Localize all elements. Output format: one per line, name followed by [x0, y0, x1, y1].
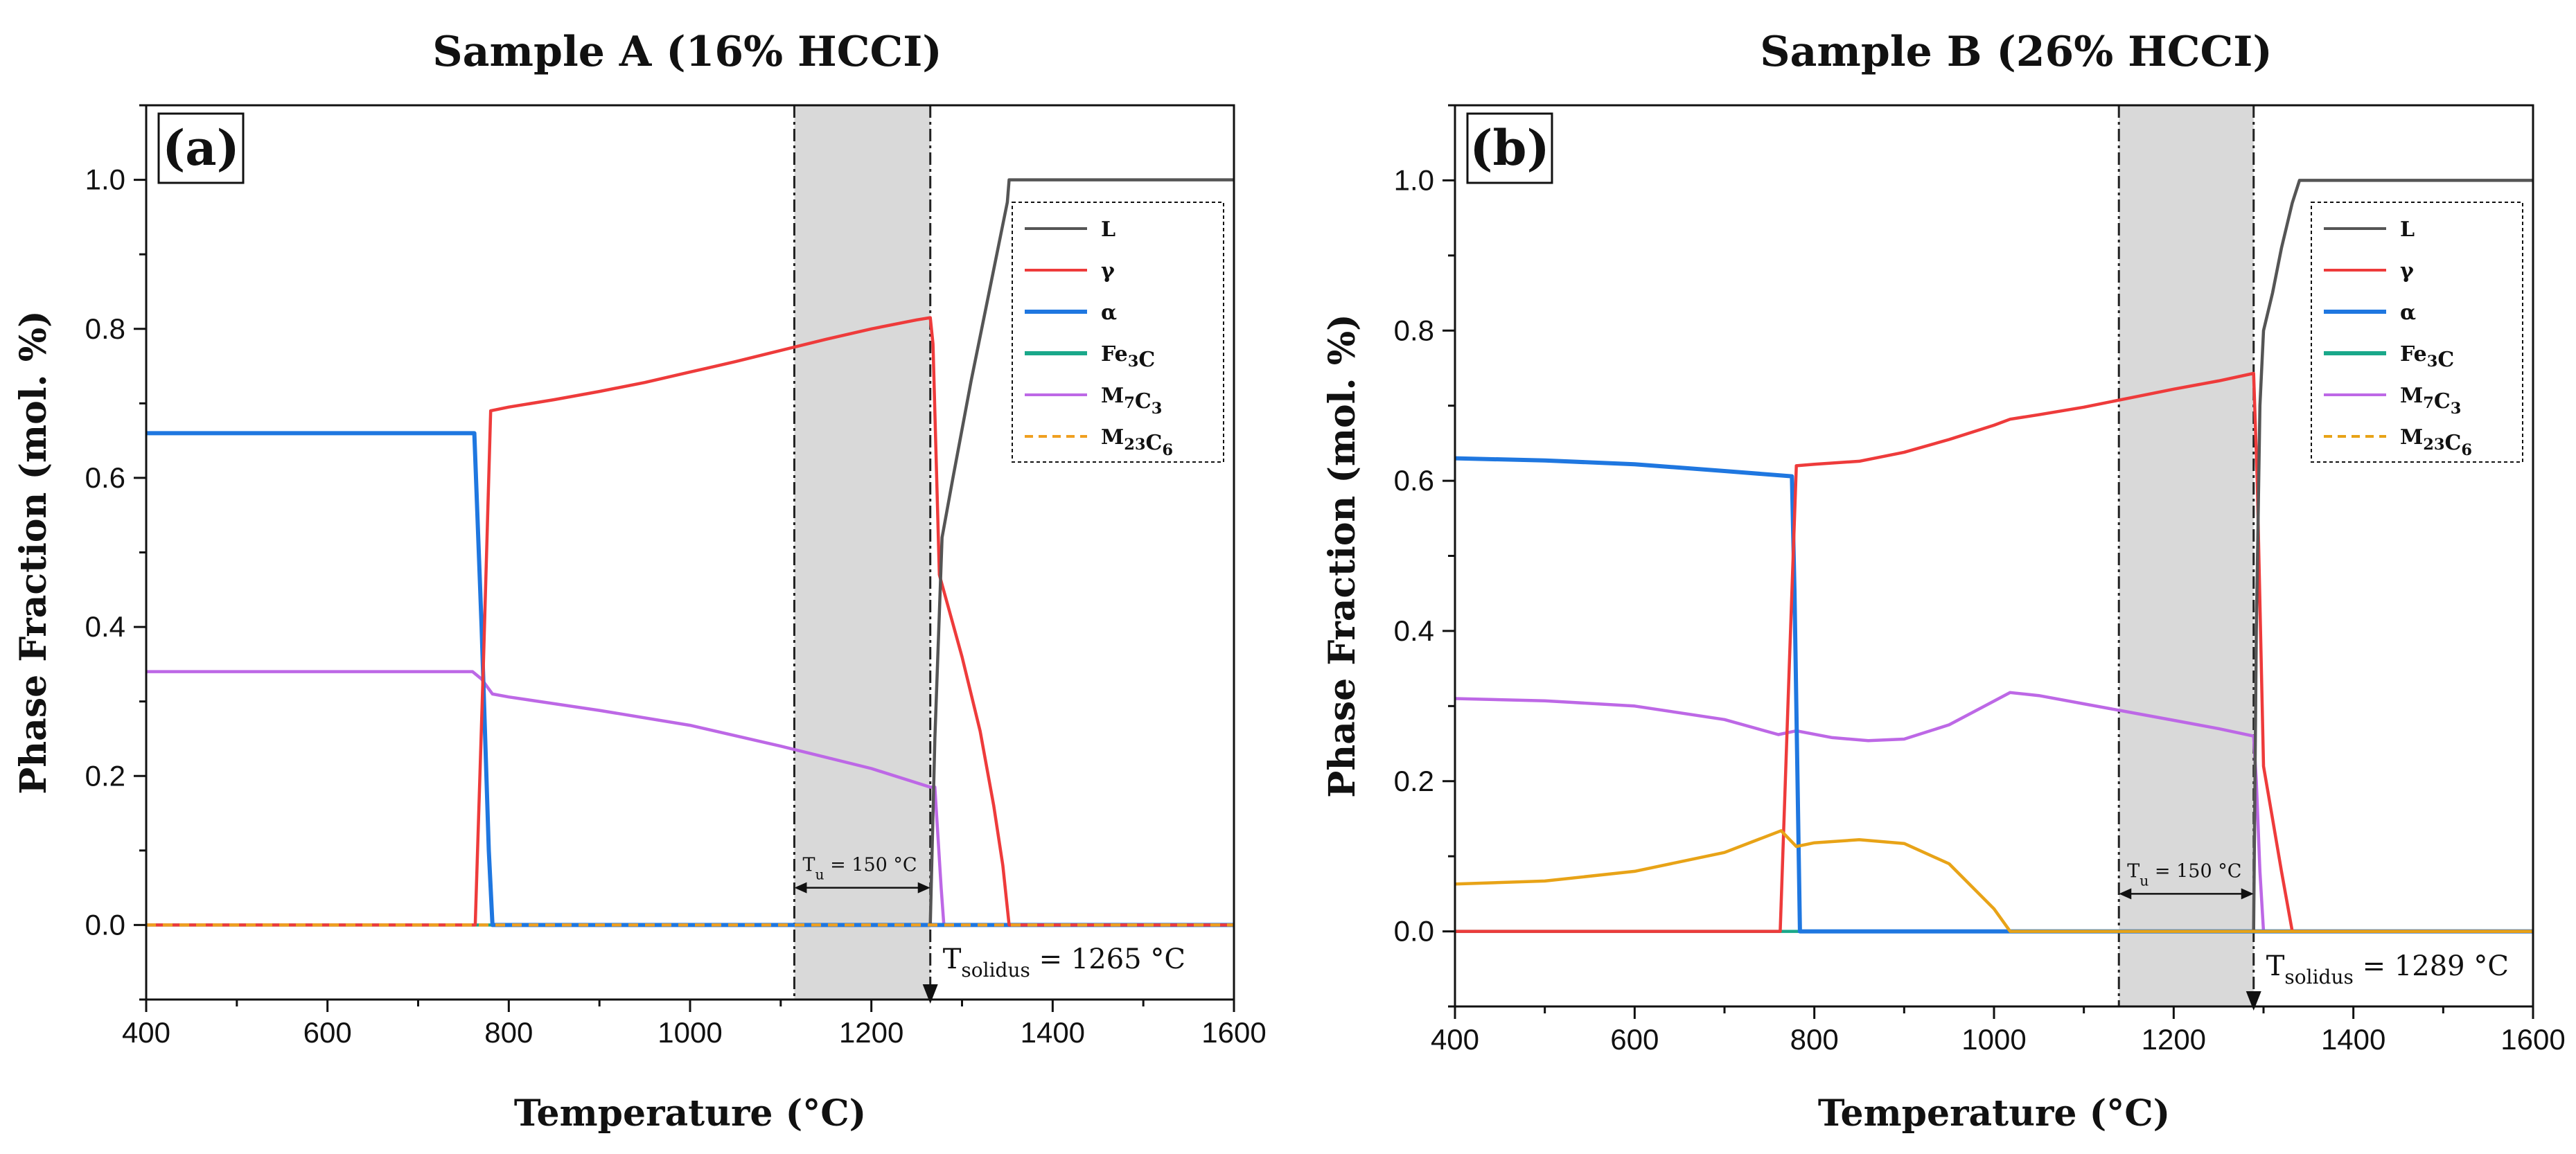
- chart-title: Sample A (16% HCCI): [432, 28, 942, 76]
- x-tick-label: 1600: [1201, 1016, 1266, 1049]
- legend-label: M7C3: [1101, 384, 1162, 418]
- y-tick-label: 0.8: [85, 312, 125, 345]
- legend-label: M7C3: [2400, 384, 2461, 418]
- x-tick-label: 1200: [839, 1016, 903, 1049]
- series-line-l: [928, 178, 1234, 925]
- panel-label-box: [1466, 112, 1553, 184]
- legend-label: L: [2400, 218, 2415, 242]
- range-arrow-head-right: [917, 882, 930, 894]
- x-tick-label: 1400: [1021, 1016, 1085, 1049]
- panel-label: (b): [1470, 119, 1549, 177]
- series-line-m7c3: [146, 670, 1234, 927]
- x-axis-label: Temperature (°C): [1818, 1092, 2170, 1135]
- legend: Lγα Fe3C M7C3 M23C6: [2311, 202, 2523, 463]
- series-line-α: [146, 431, 1234, 927]
- solidus-arrow: [922, 984, 938, 1004]
- panel-label: (a): [162, 119, 240, 177]
- legend-label: Fe3C: [1101, 342, 1155, 372]
- series-line-l: [2252, 179, 2533, 932]
- legend-box: [2311, 202, 2523, 463]
- solidus-arrow: [2246, 991, 2261, 1011]
- chart-panel-b: Sample B (26% HCCI) 400 600 800 1000 1200 1400…: [1321, 28, 2566, 1135]
- range-annotation-label: Tu = 150 °C: [802, 855, 917, 883]
- range-arrow-head-left: [2119, 888, 2132, 900]
- series-line-γ: [1455, 371, 2533, 933]
- x-tick-label: 600: [1610, 1023, 1659, 1056]
- series-line-m7c3: [1455, 691, 2533, 933]
- legend-label: α: [2400, 301, 2416, 325]
- series-group: [1455, 179, 2533, 934]
- legend-label: Fe3C: [2400, 342, 2454, 372]
- y-tick-label: 0.4: [85, 610, 125, 643]
- legend-box: [1012, 202, 1224, 463]
- legend-label: M23C6: [2400, 425, 2472, 459]
- solidus-annotation-label: Tsolidus = 1265 °C: [943, 943, 1185, 982]
- legend-label: γ: [1101, 259, 1115, 283]
- y-tick-label: 0.2: [85, 759, 125, 792]
- x-tick-label: 1200: [2142, 1023, 2206, 1056]
- x-tick-label: 600: [303, 1016, 352, 1049]
- range-arrow-head-left: [794, 882, 807, 894]
- y-tick-label: 0.6: [1394, 464, 1434, 497]
- shaded-region: [2119, 105, 2254, 1006]
- x-tick-label: 1600: [2500, 1023, 2565, 1056]
- y-tick-label: 0.0: [1394, 915, 1434, 948]
- legend-label: α: [1101, 301, 1117, 325]
- series-line-α: [1455, 456, 2533, 934]
- y-tick-label: 0.2: [1394, 765, 1434, 797]
- range-arrow-head-right: [2241, 888, 2254, 900]
- legend-label: L: [1101, 218, 1115, 242]
- solidus-annotation-label: Tsolidus = 1289 °C: [2266, 950, 2509, 988]
- range-annotation-label: Tu = 150 °C: [2127, 860, 2241, 889]
- panel-label-box: [157, 112, 245, 184]
- x-axis-label: Temperature (°C): [514, 1092, 866, 1135]
- shaded-region: [794, 105, 930, 1000]
- y-tick-label: 0.8: [1394, 314, 1434, 346]
- y-axis-label: Phase Fraction (mol. %): [1321, 314, 1364, 797]
- x-tick-label: 400: [122, 1016, 170, 1049]
- legend: Lγα Fe3C M7C3 M23C6: [1012, 202, 1224, 463]
- series-line-m23c6: [1455, 829, 2533, 933]
- x-tick-label: 400: [1431, 1023, 1479, 1056]
- legend-label: γ: [2400, 259, 2414, 283]
- y-tick-label: 1.0: [1394, 163, 1434, 196]
- y-axis-label: Phase Fraction (mol. %): [12, 310, 55, 794]
- series-line-γ: [146, 316, 1234, 927]
- x-tick-label: 800: [1790, 1023, 1839, 1056]
- chart-panel-a: Sample A (16% HCCI) 400 600 800 1000 1200 1400…: [12, 28, 1267, 1135]
- x-tick-label: 1000: [658, 1016, 722, 1049]
- y-tick-label: 0.0: [85, 908, 125, 941]
- x-tick-label: 800: [484, 1016, 533, 1049]
- x-tick-label: 1400: [2321, 1023, 2385, 1056]
- chart-title: Sample B (26% HCCI): [1760, 28, 2273, 76]
- x-tick-label: 1000: [1961, 1023, 2026, 1056]
- y-tick-label: 0.4: [1394, 614, 1434, 647]
- series-group: [146, 178, 1234, 927]
- y-tick-label: 1.0: [85, 163, 125, 196]
- legend-label: M23C6: [1101, 425, 1173, 459]
- y-tick-label: 0.6: [85, 461, 125, 494]
